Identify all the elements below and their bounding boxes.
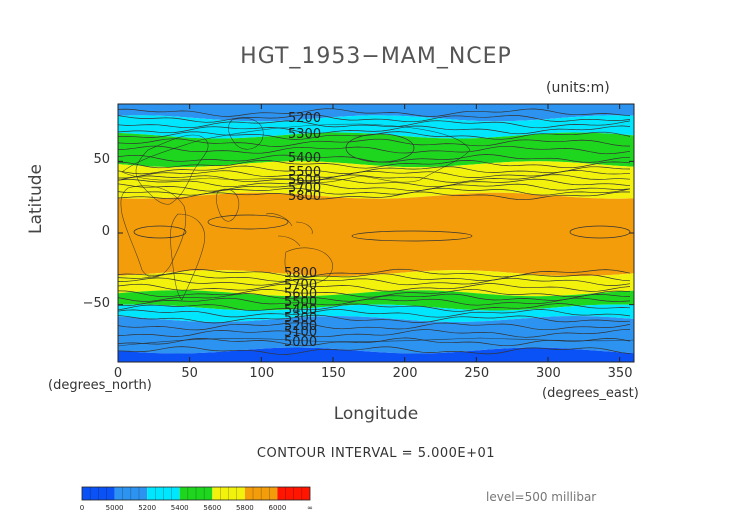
- colorbar-label: 0: [80, 504, 84, 512]
- colorbar-frame: [81, 486, 311, 501]
- x-unit-label: (degrees_east): [542, 386, 639, 401]
- colorbar-label: 5400: [171, 504, 189, 512]
- colorbar-label: 5800: [236, 504, 254, 512]
- contour-value-label: 5300: [288, 127, 321, 142]
- filled-contour-bands: [118, 104, 634, 362]
- contour-line: [117, 125, 631, 135]
- contour-loop: [133, 225, 187, 239]
- contour-line: [117, 165, 631, 175]
- colorbar-label: 5200: [138, 504, 156, 512]
- contour-line: [117, 297, 631, 307]
- x-tick-label: 150: [321, 366, 346, 381]
- contour-interval-label: CONTOUR INTERVAL = 5.000E+01: [256, 446, 496, 461]
- contour-line: [117, 329, 631, 338]
- colorbar: 0 5000 5200 5400 5600 5800 6000 ∞: [80, 486, 313, 512]
- colorbar-label: 5600: [203, 504, 221, 512]
- contour-line: [117, 288, 631, 298]
- contour-value-label: 5100: [284, 325, 317, 340]
- contour-loop: [351, 230, 473, 242]
- contour-band: [118, 161, 634, 199]
- contour-band: [118, 347, 634, 362]
- contour-line: [117, 303, 631, 312]
- contour-line: [117, 182, 631, 192]
- contour-band: [118, 104, 634, 122]
- x-tick-label: 100: [249, 366, 275, 381]
- contour-lines: [117, 108, 631, 355]
- contour-value-label: 5500: [288, 165, 321, 180]
- colorbar-label: ∞: [307, 504, 313, 512]
- contour-value-label: 5800: [288, 189, 321, 204]
- contour-line: [117, 178, 631, 188]
- contour-line: [117, 138, 631, 147]
- y-tick-label: 0: [101, 224, 110, 239]
- contour-line: [117, 174, 631, 183]
- contour-line: [117, 308, 631, 318]
- contour-value-label: 5700: [288, 181, 321, 196]
- x-axis-label: Longitude: [333, 404, 419, 424]
- y-unit-label: (degrees_north): [48, 378, 152, 393]
- contour-value-label: 5200: [284, 319, 317, 334]
- contour-line: [117, 322, 631, 331]
- x-tick-label: 50: [181, 366, 198, 381]
- colorbar-label: 5000: [106, 504, 124, 512]
- contour-value-label: 5600: [288, 173, 321, 188]
- contour-line: [117, 191, 631, 201]
- x-tick-label: 200: [392, 366, 418, 381]
- units-label: (units:m): [546, 80, 610, 96]
- contour-line: [117, 277, 631, 286]
- y-tick-label: −50: [82, 295, 110, 311]
- contour-loop: [207, 214, 289, 230]
- contour-line: [117, 293, 631, 302]
- contour-band: [118, 290, 634, 311]
- contour-line: [118, 170, 631, 179]
- x-tick-label: 0: [113, 366, 123, 381]
- x-tick-label: 300: [536, 366, 561, 381]
- contour-value-label: 5300: [284, 311, 317, 326]
- contour-value-label: 5600: [284, 287, 317, 302]
- contour-line: [117, 159, 631, 169]
- contour-value-label: 5400: [288, 151, 321, 166]
- contour-line: [117, 273, 631, 282]
- contour-line: [117, 314, 631, 324]
- contour-line: [117, 114, 631, 123]
- contour-loop: [345, 133, 415, 163]
- contour-value-label: 5000: [284, 335, 317, 350]
- x-tick-label: 250: [464, 366, 490, 381]
- contour-line: [117, 120, 631, 129]
- x-tick-label: 350: [607, 366, 633, 381]
- level-label: level=500 millibar: [486, 490, 597, 504]
- contour-line: [117, 337, 631, 347]
- contour-band: [118, 132, 634, 168]
- contour-value-label: 5800: [284, 266, 317, 281]
- contour-value-label: 5400: [284, 303, 317, 318]
- contour-value-label: 5700: [284, 278, 317, 293]
- coastlines: [117, 118, 635, 347]
- contour-loop: [569, 225, 631, 239]
- contour-line: [117, 346, 631, 355]
- contour-line: [117, 108, 631, 117]
- contour-value-labels: 5200530054005500560057005800580057005600…: [284, 111, 321, 350]
- contour-line: [117, 145, 631, 155]
- y-tick-label: 50: [93, 152, 110, 168]
- contour-value-label: 5200: [288, 111, 321, 126]
- map-title: HGT_1953−MAM_NCEP: [240, 44, 512, 69]
- axis-tick-marks: [117, 104, 634, 362]
- contour-band: [118, 192, 634, 277]
- colorbar-label: 6000: [269, 504, 287, 512]
- contour-value-label: 5500: [284, 295, 317, 310]
- contour-line: [117, 268, 631, 278]
- contour-line: [117, 283, 631, 292]
